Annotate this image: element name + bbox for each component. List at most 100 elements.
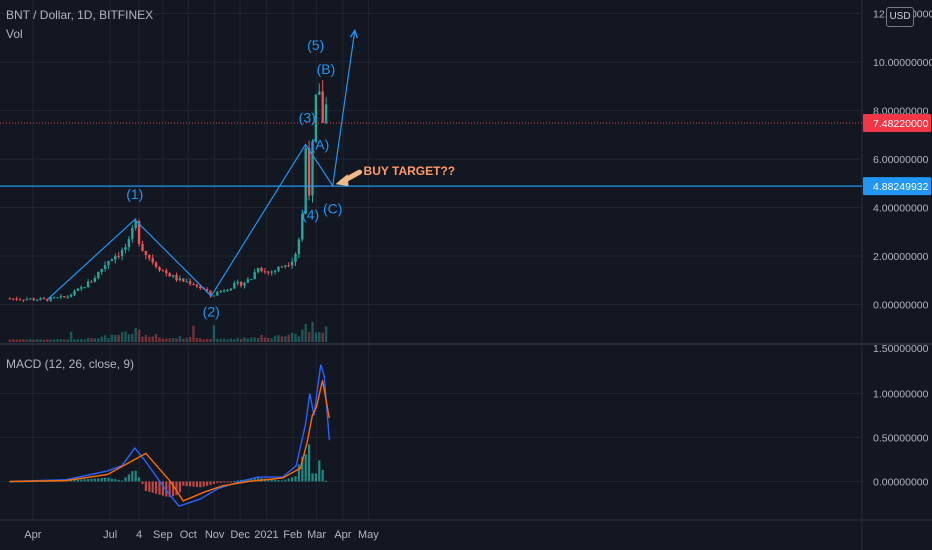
- volume-bar: [97, 338, 100, 342]
- macd-histogram-bar: [195, 481, 198, 488]
- candle-up: [56, 297, 59, 299]
- time-axis-tick: Oct: [180, 529, 197, 541]
- macd-histogram-bar: [321, 469, 324, 482]
- price-axis-tick: 1.50000000: [873, 343, 929, 355]
- macd-histogram-bar: [8, 481, 11, 483]
- volume-bars: [8, 321, 328, 342]
- time-axis-tick: Apr: [334, 529, 351, 541]
- volume-bar: [199, 338, 202, 342]
- candle-up: [76, 288, 80, 291]
- candle-up: [226, 290, 229, 292]
- volume-bar: [15, 339, 18, 342]
- macd-histogram-bar: [97, 478, 100, 482]
- macd-histogram-bar: [69, 480, 73, 482]
- volume-bar: [182, 338, 185, 342]
- time-axis-tick: Feb: [283, 529, 302, 541]
- candle-up: [93, 278, 97, 282]
- macd-histogram-bar: [165, 481, 168, 497]
- time-axis-tick: May: [358, 529, 379, 541]
- macd-histogram-bar: [175, 481, 178, 496]
- volume-bar: [80, 338, 83, 342]
- time-axis-tick: 4: [136, 529, 142, 541]
- candle-up: [233, 283, 236, 289]
- candle-up: [120, 249, 124, 256]
- price-axis-tick: 2.00000000: [873, 251, 929, 263]
- macd-histogram-bar: [134, 470, 137, 482]
- volume-bar: [284, 336, 287, 342]
- volume-bar: [83, 339, 86, 342]
- volume-bar: [273, 335, 277, 342]
- time-axis-tick: Sep: [153, 529, 173, 541]
- candle-up: [178, 278, 182, 281]
- volume-bar: [103, 335, 107, 342]
- macd-histogram-bar: [297, 464, 300, 482]
- volume-bar: [49, 339, 52, 342]
- candle-down: [205, 289, 209, 291]
- volume-bar: [175, 338, 178, 342]
- macd-histogram-bar: [212, 481, 215, 484]
- macd-histogram-bar: [216, 481, 219, 483]
- time-axis-tick: 2021: [254, 529, 278, 541]
- candle-up: [39, 298, 42, 300]
- volume-bar: [267, 337, 270, 342]
- price-axis-tick: 0.00000000: [873, 300, 929, 312]
- volume-bar: [216, 338, 219, 342]
- wave-label: (1): [126, 186, 143, 202]
- candle-up: [103, 265, 107, 269]
- macd-histogram-bar: [107, 477, 110, 482]
- time-axis-tick: Apr: [24, 529, 41, 541]
- macd-histogram-bar: [161, 481, 164, 496]
- candle-up: [171, 275, 175, 277]
- volume-bar: [256, 338, 260, 342]
- time-axis-tick: Jul: [103, 529, 117, 541]
- candle-down: [22, 299, 25, 301]
- candle-down: [154, 262, 158, 267]
- candle-up: [301, 213, 304, 240]
- candle-up: [236, 281, 239, 284]
- candle-up: [59, 296, 63, 298]
- candles: [8, 80, 328, 303]
- volume-bar: [134, 328, 137, 342]
- candle-down: [63, 296, 66, 298]
- volume-bar: [188, 336, 192, 342]
- volume-bar: [32, 339, 35, 342]
- candle-down: [182, 278, 185, 282]
- volume-bar: [120, 332, 124, 342]
- candle-up: [127, 239, 131, 248]
- volume-bar: [22, 339, 25, 342]
- candle-down: [151, 258, 154, 263]
- volume-bar: [90, 338, 93, 342]
- volume-bar: [86, 337, 90, 342]
- macd-histogram-bar: [76, 479, 79, 482]
- candle-down: [117, 255, 120, 257]
- macd-histogram-bar: [267, 478, 270, 482]
- time-axis-tick: Mar: [307, 529, 326, 541]
- candle-up: [124, 247, 127, 250]
- candle-up: [107, 261, 110, 266]
- macd-histogram-bar: [209, 481, 212, 485]
- macd-histogram-bar: [280, 480, 283, 482]
- volume-bar: [294, 333, 297, 342]
- macd-histogram-bar: [144, 481, 147, 491]
- macd-histogram-bar: [168, 481, 171, 497]
- candle-down: [239, 281, 243, 286]
- macd-histogram-bar: [188, 481, 192, 487]
- price-axis-tick: 10.00000000: [873, 57, 932, 69]
- volume-bar: [59, 339, 63, 342]
- wave-label: (B): [317, 61, 336, 77]
- macd-histogram-bar: [124, 477, 127, 482]
- volume-bar: [161, 338, 165, 342]
- volume-bar: [314, 332, 318, 342]
- volume-bar: [110, 334, 114, 342]
- candle-down: [165, 270, 168, 274]
- macd-histogram-bar: [171, 481, 175, 497]
- candle-up: [131, 227, 134, 240]
- wave-label: (A): [311, 136, 330, 152]
- volume-bar: [114, 334, 117, 342]
- candle-up: [243, 282, 246, 286]
- currency-button[interactable]: USD: [886, 7, 914, 27]
- price-axis-tick: 6.00000000: [873, 154, 929, 166]
- volume-bar: [69, 331, 73, 342]
